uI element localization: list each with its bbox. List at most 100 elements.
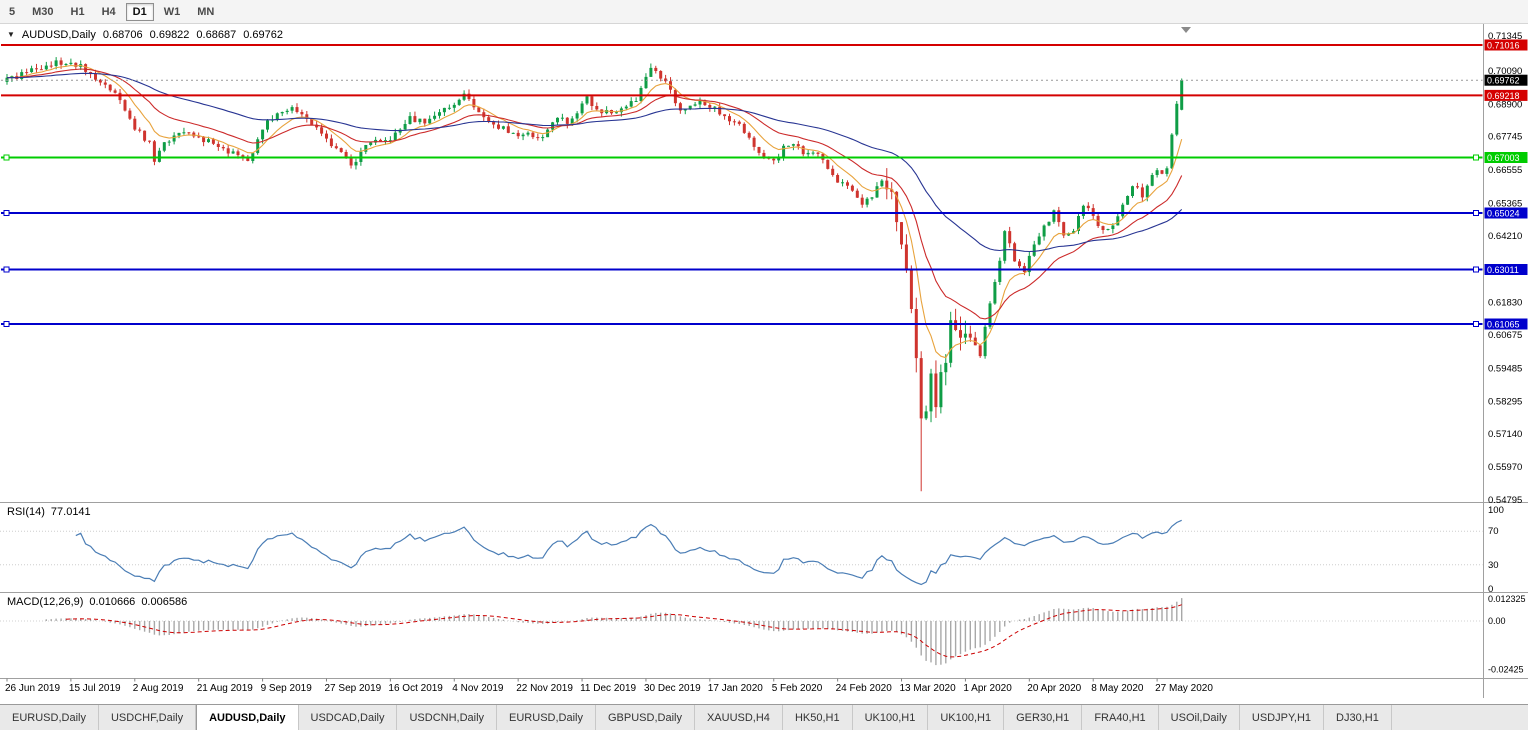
ohlc-low: 0.68687 [196,29,237,41]
svg-text:9 Sep 2019: 9 Sep 2019 [261,683,313,694]
svg-text:0.64210: 0.64210 [1488,231,1522,242]
rsi-name: RSI(14) [7,506,45,518]
svg-text:0.65024: 0.65024 [1487,209,1520,219]
tab-usdcnh-daily-4[interactable]: USDCNH,Daily [397,705,498,730]
svg-text:-0.02425: -0.02425 [1488,665,1524,675]
ohlc-open: 0.68706 [102,29,143,41]
tab-usdchf-daily-1[interactable]: USDCHF,Daily [98,705,197,730]
timeframe-button-MN[interactable]: MN [197,5,215,18]
tab-usoil-daily-13[interactable]: USOil,Daily [1158,705,1240,730]
macd-panel [0,598,1483,666]
timeframe-button-5[interactable]: 5 [9,5,16,18]
price-level-line-0.63011[interactable] [1,266,1483,273]
tab-audusd-daily-2[interactable]: AUDUSD,Daily [196,705,299,730]
rsi-panel [0,519,1483,586]
ma-line-20 [6,68,1183,320]
chart-menu-arrow-icon[interactable]: ▼ [7,30,15,39]
price-badge-0.71016: 0.71016 [1484,39,1528,51]
price-badge-0.69218: 0.69218 [1484,89,1528,101]
candles [5,57,1184,492]
shift-marker-icon [1181,27,1191,33]
macd-name: MACD(12,26,9) [7,596,84,608]
svg-text:0.71016: 0.71016 [1487,41,1520,51]
svg-text:2 Aug 2019: 2 Aug 2019 [133,683,184,694]
panel-frames [0,24,1528,698]
price-badge-0.63011: 0.63011 [1484,264,1528,275]
svg-text:0.58295: 0.58295 [1488,397,1522,408]
svg-text:30: 30 [1488,560,1499,571]
svg-text:0.61830: 0.61830 [1488,298,1522,309]
timeframe-button-M30[interactable]: M30 [32,5,54,18]
macd-panel-label: MACD(12,26,9) 0.010666 0.006586 [7,596,187,608]
svg-text:0.61065: 0.61065 [1487,320,1520,330]
svg-text:13 Mar 2020: 13 Mar 2020 [900,683,957,694]
ma-line-8 [6,64,1183,359]
svg-text:0.012325: 0.012325 [1488,594,1526,604]
tab-gbpusd-daily-6[interactable]: GBPUSD,Daily [596,705,695,730]
price-badge-0.61065: 0.61065 [1484,318,1528,330]
svg-text:16 Oct 2019: 16 Oct 2019 [388,683,443,694]
svg-text:21 Aug 2019: 21 Aug 2019 [197,683,254,694]
tab-ger30-h1-11[interactable]: GER30,H1 [1004,705,1083,730]
moving-averages [6,64,1183,359]
svg-text:22 Nov 2019: 22 Nov 2019 [516,683,573,694]
svg-text:8 May 2020: 8 May 2020 [1091,683,1144,694]
price-level-line-0.61065[interactable] [1,321,1483,327]
svg-text:100: 100 [1488,505,1504,516]
macd-histogram [45,598,1183,666]
macd-signal-line [65,604,1182,658]
rsi-value: 77.0141 [50,506,91,518]
chart-legend: ▼ AUDUSD,Daily 0.68706 0.69822 0.68687 0… [7,29,283,41]
timeframe-button-W1[interactable]: W1 [163,5,181,18]
timeframe-button-H1[interactable]: H1 [70,5,85,18]
tab-dj30-h1-15[interactable]: DJ30,H1 [1324,705,1392,730]
timeframe-button-D1[interactable]: D1 [125,2,154,21]
tab-uk100-h1-10[interactable]: UK100,H1 [928,705,1005,730]
time-axis: 26 Jun 2019 15 Jul 2019 2 Aug 2019 21 Aug 2… [5,678,1213,694]
tab-eurusd-daily-5[interactable]: EURUSD,Daily [497,705,596,730]
tab-uk100-h1-9[interactable]: UK100,H1 [852,705,929,730]
svg-text:0: 0 [1488,584,1493,595]
svg-text:0.69762: 0.69762 [1487,76,1520,86]
svg-text:4 Nov 2019: 4 Nov 2019 [452,683,504,694]
svg-text:27 Sep 2019: 27 Sep 2019 [325,683,382,694]
rsi-panel-label: RSI(14) 77.0141 [7,506,91,518]
chart-symbol-period: AUDUSD,Daily [21,29,96,41]
tab-xauusd-h4-7[interactable]: XAUUSD,H4 [694,705,783,730]
price-axis: 0.71345 0.70090 0.68900 0.67745 0.66555 0.653… [1484,31,1528,675]
svg-text:0.65365: 0.65365 [1488,199,1522,210]
svg-text:0.70090: 0.70090 [1488,66,1522,77]
tab-usdjpy-h1-14[interactable]: USDJPY,H1 [1239,705,1325,730]
svg-text:0.60675: 0.60675 [1488,330,1522,341]
timeframe-button-H4[interactable]: H4 [101,5,116,18]
tab-fra40-h1-12[interactable]: FRA40,H1 [1082,705,1159,730]
svg-text:0.68900: 0.68900 [1488,99,1522,110]
svg-text:0.66555: 0.66555 [1488,165,1522,176]
svg-text:11 Dec 2019: 11 Dec 2019 [580,683,636,694]
svg-text:70: 70 [1488,526,1499,537]
rsi-line [75,519,1182,586]
tab-hk50-h1-8[interactable]: HK50,H1 [782,705,853,730]
svg-text:0.67745: 0.67745 [1488,132,1522,143]
svg-text:17 Jan 2020: 17 Jan 2020 [708,683,763,694]
svg-text:15 Jul 2019: 15 Jul 2019 [69,683,121,694]
macd-value-main: 0.010666 [89,596,136,608]
timeframe-toolbar: 5 M30 H1 H4 D1 W1 MN [0,0,1528,24]
chart-tabs: EURUSD,Daily USDCHF,Daily AUDUSD,Daily USDC… [0,704,1528,730]
price-badge-0.69762: 0.69762 [1484,74,1528,86]
svg-text:26 Jun 2019: 26 Jun 2019 [5,683,60,694]
ma-line-55 [6,72,1183,253]
price-level-line-0.65024[interactable] [1,210,1483,216]
svg-text:0.54795: 0.54795 [1488,495,1522,506]
svg-text:0.71345: 0.71345 [1488,31,1522,42]
price-level-line-0.67003[interactable] [1,154,1483,161]
svg-text:27 May 2020: 27 May 2020 [1155,683,1213,694]
ohlc-close: 0.69762 [243,29,283,41]
svg-text:0.67003: 0.67003 [1487,153,1520,163]
price-badge-0.65024: 0.65024 [1484,207,1528,219]
price-badge-0.67003: 0.67003 [1484,152,1528,163]
tab-usdcad-daily-3[interactable]: USDCAD,Daily [298,705,398,730]
tab-eurusd-daily-0[interactable]: EURUSD,Daily [0,705,99,730]
